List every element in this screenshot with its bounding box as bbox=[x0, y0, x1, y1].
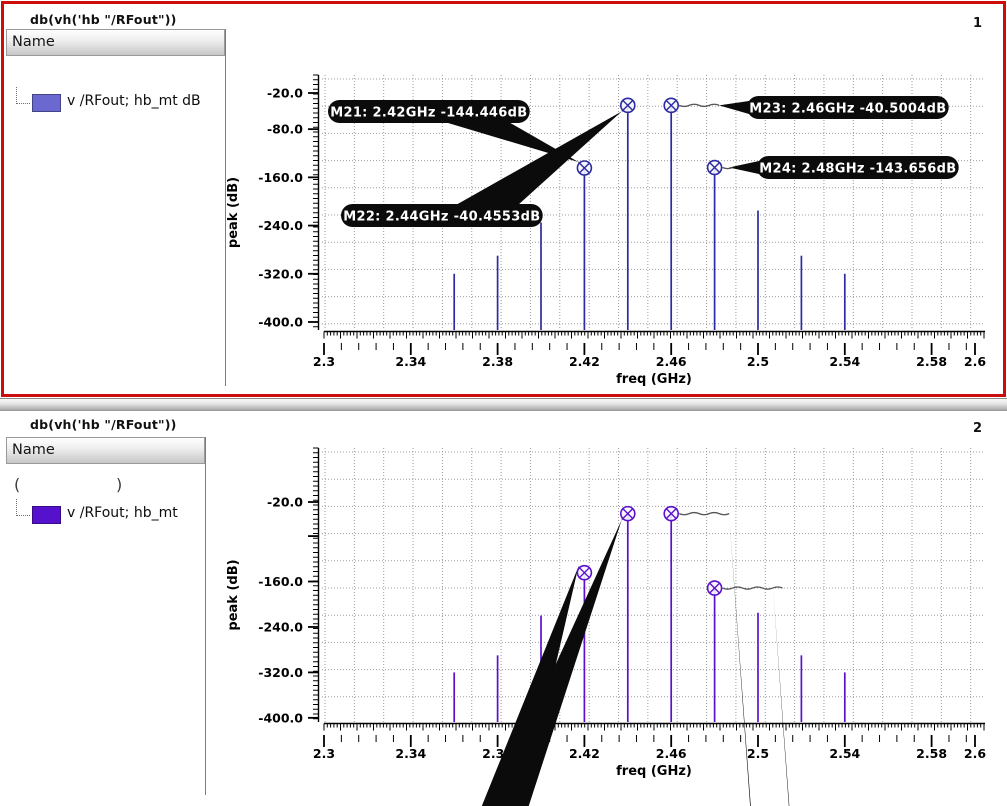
x-tick-label: 2.58 bbox=[916, 746, 947, 761]
trace-color-swatch-1[interactable] bbox=[32, 94, 61, 112]
name-panel-1: Name v /RFout; hb_mt dB bbox=[6, 29, 226, 386]
marker-symbol-M27[interactable] bbox=[663, 505, 680, 522]
marker-symbol-M26[interactable] bbox=[619, 505, 636, 522]
x-tick-label: 2.5 bbox=[747, 354, 769, 369]
callout-pointer bbox=[678, 101, 749, 114]
x-tick-label: 2.3 bbox=[313, 354, 335, 369]
stem-series bbox=[453, 513, 846, 722]
group-bracket-row: ( ) bbox=[6, 475, 205, 497]
callout-pointer bbox=[678, 511, 751, 806]
marker-symbol-M21[interactable] bbox=[576, 160, 593, 176]
y-axis-title: peak (dB) bbox=[226, 177, 241, 248]
callout-pointer bbox=[722, 586, 790, 806]
plot-svg-1[interactable]: -20.0 -80.0 -160.0 -240.0 -320.0 -400.0 peak (… bbox=[0, 0, 1007, 400]
callout-pointer bbox=[722, 161, 759, 174]
x-tick-label: 2.34 bbox=[395, 354, 426, 369]
y-tick-label: -20.0 bbox=[267, 495, 303, 510]
x-tick-label: 2.42 bbox=[569, 746, 600, 761]
marker-symbol-M28[interactable] bbox=[706, 580, 723, 596]
marker-symbol-M25[interactable] bbox=[576, 564, 593, 581]
marker-symbol-M23[interactable] bbox=[663, 97, 680, 114]
window-number-1: 1 bbox=[972, 16, 982, 31]
marker-symbol-M22[interactable] bbox=[619, 97, 636, 114]
x-axis-ruler[interactable] bbox=[323, 343, 976, 355]
y-tick-label: -320.0 bbox=[258, 665, 303, 680]
trace-legend-label-2: v /RFout; hb_mt bbox=[67, 505, 178, 521]
name-column-header-2[interactable]: Name bbox=[6, 437, 205, 464]
y-tick-label: -160.0 bbox=[258, 170, 303, 185]
tree-branch-icon bbox=[16, 499, 30, 516]
y-tick-label: -160.0 bbox=[258, 574, 303, 589]
x-axis-comb[interactable] bbox=[323, 330, 985, 339]
name-column-header-1[interactable]: Name bbox=[6, 29, 225, 56]
marker-callout-M23[interactable]: M23: 2.46GHz -40.5004dB bbox=[747, 96, 949, 119]
y-tick-label: -20.0 bbox=[267, 86, 303, 101]
x-axis-title: freq (GHz) bbox=[616, 764, 692, 779]
x-tick-label: 2.38 bbox=[482, 354, 513, 369]
x-tick-label: 2.3 bbox=[313, 746, 335, 761]
name-panel-2: Name ( ) v /RFout; hb_mt bbox=[6, 437, 206, 795]
trace-legend-item-2[interactable]: v /RFout; hb_mt bbox=[6, 499, 205, 527]
group-bracket-close: ) bbox=[116, 475, 123, 494]
x-tick-label: 2.6 bbox=[964, 354, 986, 369]
trace-color-swatch-2[interactable] bbox=[32, 506, 61, 524]
svg-text:M22: 2.44GHz -40.4553dB: M22: 2.44GHz -40.4553dB bbox=[343, 210, 540, 225]
window-separator[interactable] bbox=[0, 398, 1007, 411]
svg-text:M21: 2.42GHz -144.446dB: M21: 2.42GHz -144.446dB bbox=[330, 106, 527, 121]
expression-title-1: db(vh('hb "/RFout")) bbox=[30, 12, 177, 27]
y-axis-ruler[interactable] bbox=[308, 447, 320, 722]
x-tick-label: 2.42 bbox=[569, 354, 600, 369]
x-axis-title: freq (GHz) bbox=[616, 372, 692, 387]
marker-callout-M21[interactable]: M21: 2.42GHz -144.446dB bbox=[328, 100, 530, 123]
expression-title-2: db(vh('hb "/RFout")) bbox=[30, 417, 177, 432]
tree-branch-icon bbox=[16, 87, 30, 104]
grid bbox=[322, 448, 985, 722]
y-tick-label: -400.0 bbox=[258, 710, 303, 725]
y-tick-label: -240.0 bbox=[258, 619, 303, 634]
callout-pointer bbox=[490, 516, 626, 806]
y-tick-label: -80.0 bbox=[267, 122, 303, 137]
stem-series bbox=[453, 105, 846, 330]
marker-callout-M22[interactable]: M22: 2.44GHz -40.4553dB bbox=[341, 204, 543, 227]
y-tick-label: -400.0 bbox=[258, 314, 303, 329]
x-tick-label: 2.54 bbox=[829, 354, 860, 369]
marker-callout-M24[interactable]: M24: 2.48GHz -143.656dB bbox=[757, 156, 959, 179]
plot-svg-2[interactable]: -20.0 -160.0 -240.0 -320.0 -400.0 peak (dB) 2.… bbox=[0, 406, 1007, 806]
trace-legend-label-1: v /RFout; hb_mt dB bbox=[67, 93, 201, 109]
group-bracket-open: ( bbox=[14, 475, 21, 494]
x-tick-label: 2.46 bbox=[656, 354, 687, 369]
trace-legend-item-1[interactable]: v /RFout; hb_mt dB bbox=[6, 87, 225, 115]
x-tick-label: 2.58 bbox=[916, 354, 947, 369]
y-axis-title: peak (dB) bbox=[226, 559, 241, 630]
x-tick-label: 2.34 bbox=[395, 746, 426, 761]
y-tick-label: -320.0 bbox=[258, 266, 303, 281]
svg-text:M23: 2.46GHz -40.5004dB: M23: 2.46GHz -40.5004dB bbox=[749, 102, 946, 117]
y-tick-label: -240.0 bbox=[258, 218, 303, 233]
window-number-2: 2 bbox=[972, 421, 982, 436]
x-tick-label: 2.46 bbox=[656, 746, 687, 761]
x-tick-label: 2.6 bbox=[964, 746, 986, 761]
y-axis-ruler[interactable] bbox=[308, 74, 320, 330]
marker-symbol-M24[interactable] bbox=[706, 159, 723, 176]
x-tick-label: 2.5 bbox=[747, 746, 769, 761]
x-axis-comb[interactable] bbox=[323, 722, 985, 731]
x-tick-label: 2.54 bbox=[829, 746, 860, 761]
svg-text:M24: 2.48GHz -143.656dB: M24: 2.48GHz -143.656dB bbox=[759, 162, 956, 177]
